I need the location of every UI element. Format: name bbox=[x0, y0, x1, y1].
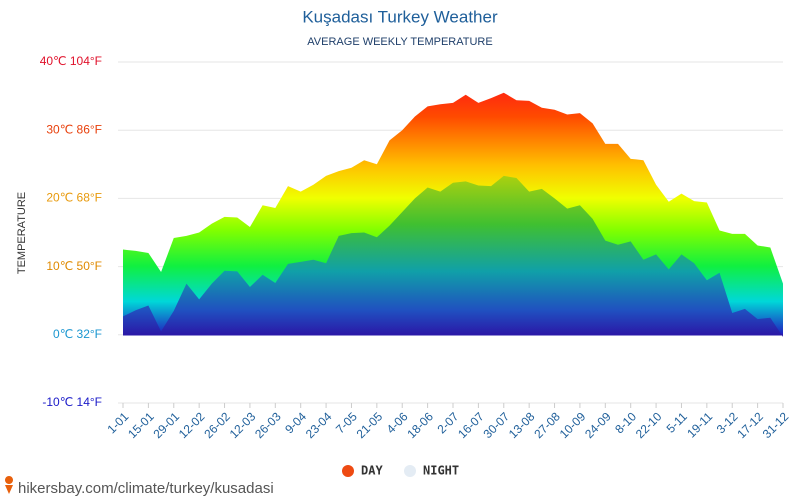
x-tick-label: 26-03 bbox=[252, 409, 284, 441]
legend-swatch bbox=[342, 465, 354, 477]
y-axis-label: TEMPERATURE bbox=[16, 192, 28, 274]
x-tick-label: 31-12 bbox=[760, 409, 792, 441]
chart-title: Kuşadası Turkey Weather bbox=[302, 7, 498, 26]
x-tick-label: 27-08 bbox=[531, 409, 563, 441]
y-tick-label: 30℃ 86°F bbox=[46, 122, 102, 136]
x-tick-label: 16-07 bbox=[455, 409, 487, 441]
chart-subtitle: AVERAGE WEEKLY TEMPERATURE bbox=[307, 36, 492, 48]
x-tick-label: 15-01 bbox=[125, 409, 157, 441]
y-tick-label: 10℃ 50°F bbox=[46, 259, 102, 273]
x-tick-label: 17-12 bbox=[734, 409, 766, 441]
x-tick-label: 30-07 bbox=[481, 409, 513, 441]
area bbox=[123, 175, 783, 337]
x-tick-label: 24-09 bbox=[582, 409, 614, 441]
x-tick-label: 19-11 bbox=[684, 409, 715, 440]
y-tick-label: 20℃ 68°F bbox=[46, 191, 102, 205]
y-tick-label: 40℃ 104°F bbox=[40, 54, 102, 68]
x-tick-label: 12-02 bbox=[176, 409, 208, 441]
x-tick-label: 23-04 bbox=[303, 409, 335, 441]
x-tick-label: 21-05 bbox=[354, 409, 386, 441]
x-tick-label: 13-08 bbox=[506, 409, 538, 441]
x-tick-label: 10-09 bbox=[557, 409, 589, 441]
legend-swatch bbox=[404, 465, 416, 477]
x-tick-label: 29-01 bbox=[151, 409, 183, 441]
footer: hikersbay.com/climate/turkey/kusadasi bbox=[18, 480, 274, 497]
x-tick-label: 26-02 bbox=[201, 409, 233, 441]
legend-label: NIGHT bbox=[423, 464, 459, 478]
x-tick-label: 12-03 bbox=[227, 409, 259, 441]
y-tick-label: 0℃ 32°F bbox=[53, 327, 102, 341]
legend-label: DAY bbox=[361, 464, 383, 478]
x-tick-label: 22-10 bbox=[633, 409, 665, 441]
pin-icon bbox=[5, 476, 14, 494]
x-tick-label: 18-06 bbox=[404, 409, 436, 441]
y-tick-label: -10℃ 14°F bbox=[42, 395, 102, 409]
